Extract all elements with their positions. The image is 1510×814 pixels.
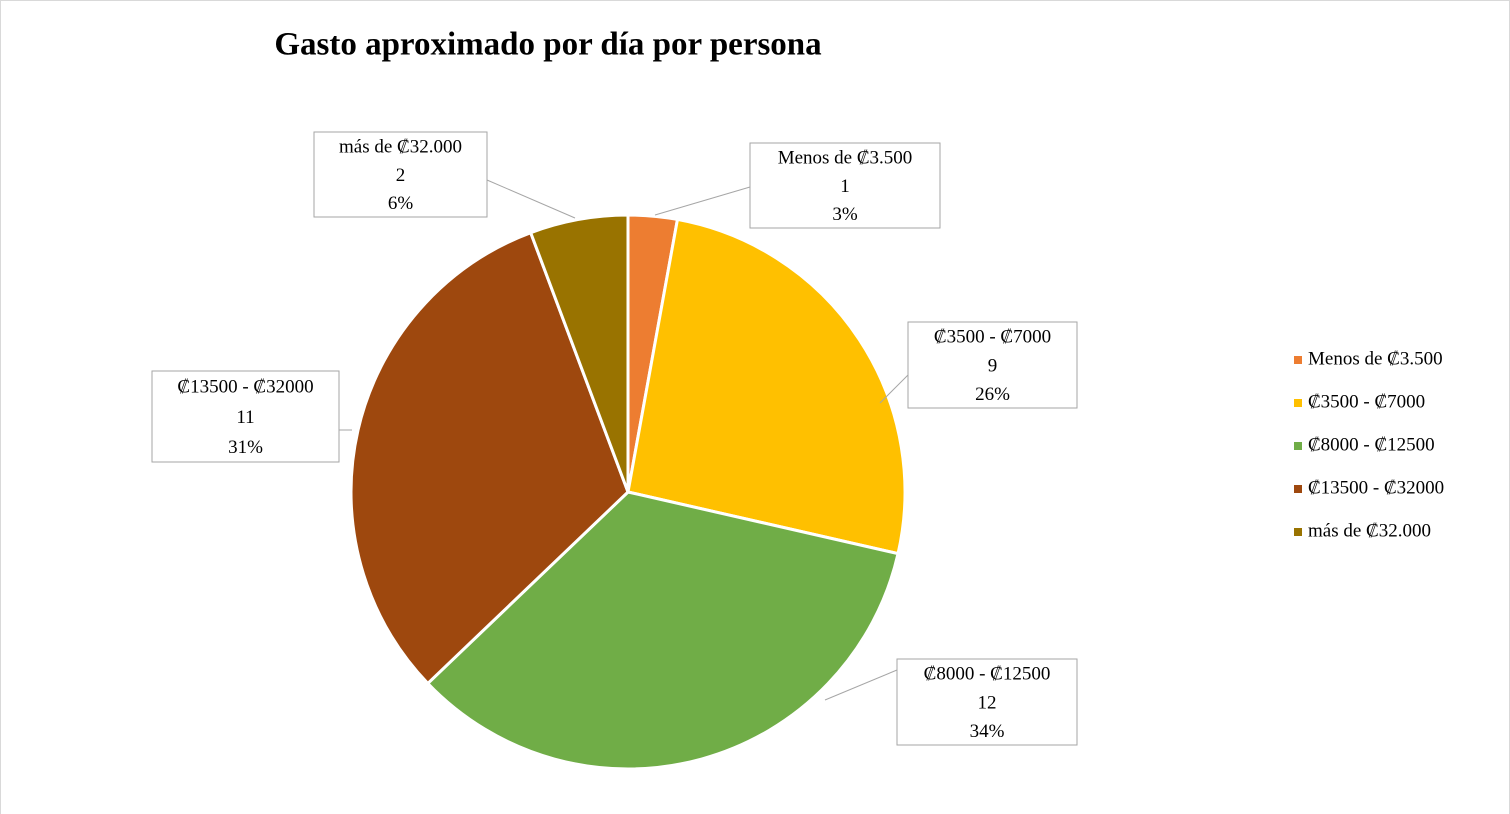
pie-slice [626, 217, 907, 556]
data-label-value: 2 [396, 165, 406, 186]
chart-title: Gasto aproximado por día por persona [274, 27, 821, 63]
data-label-box [313, 131, 488, 218]
legend-label: ₡3500 - ₡7000 [1308, 391, 1425, 412]
data-label-category: ₡13500 - ₡32000 [177, 377, 313, 398]
data-label-box [749, 142, 941, 229]
pie-slice [425, 490, 900, 771]
data-label-box [151, 370, 340, 463]
data-label-value: 1 [840, 176, 850, 197]
data-label-category: más de ₡32.000 [339, 137, 462, 158]
data-label-percent: 6% [388, 193, 414, 214]
data-label-category: ₡8000 - ₡12500 [924, 664, 1051, 685]
data-label-box [896, 658, 1078, 746]
leader-line [879, 374, 909, 404]
pie-slice [349, 230, 630, 686]
legend-swatch [1294, 399, 1302, 407]
legend-label: más de ₡32.000 [1308, 520, 1431, 541]
leader-line [824, 669, 898, 701]
data-label-value: 12 [978, 692, 997, 713]
data-label-value: 11 [236, 407, 254, 428]
legend-label: ₡13500 - ₡32000 [1308, 477, 1444, 498]
data-label-category: ₡3500 - ₡7000 [934, 327, 1051, 348]
legend-swatch [1294, 442, 1302, 450]
data-label-percent: 3% [832, 204, 858, 225]
legend-label: ₡8000 - ₡12500 [1308, 434, 1435, 455]
legend-swatch [1294, 356, 1302, 364]
data-label-percent: 26% [975, 384, 1010, 405]
leader-line [654, 186, 751, 216]
data-label-percent: 31% [228, 437, 263, 458]
legend-label: Menos de ₡3.500 [1308, 348, 1443, 369]
data-label-category: Menos de ₡3.500 [778, 148, 913, 169]
pie-slice [528, 213, 630, 493]
data-label-percent: 34% [970, 721, 1005, 742]
data-label-value: 9 [988, 355, 998, 376]
data-label-box [907, 321, 1078, 409]
legend-swatch [1294, 485, 1302, 493]
leader-line [486, 179, 576, 219]
legend-swatch [1294, 528, 1302, 536]
